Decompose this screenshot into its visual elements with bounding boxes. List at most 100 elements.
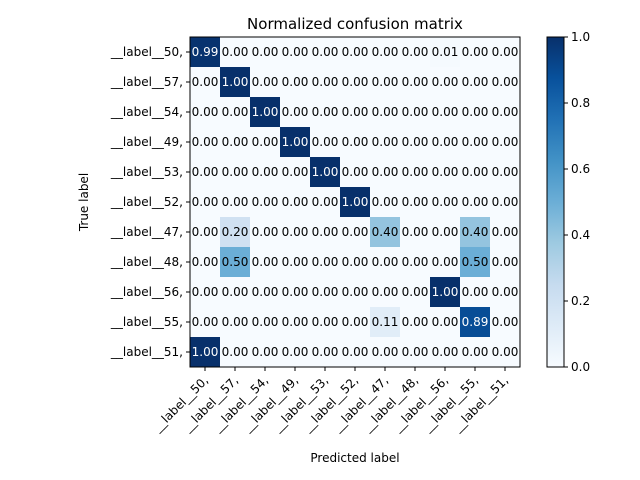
cell-value-label: 0.00 bbox=[492, 105, 519, 119]
cell-value-label: 0.00 bbox=[462, 105, 489, 119]
heatmap-cell bbox=[490, 127, 521, 158]
cell-value-label: 0.00 bbox=[192, 75, 219, 89]
heatmap-cell bbox=[430, 67, 461, 98]
heatmap-cell bbox=[220, 67, 251, 98]
heatmap-cell bbox=[280, 307, 311, 338]
y-tick-label: __label__47, bbox=[110, 225, 183, 239]
cell-value-label: 0.00 bbox=[372, 285, 399, 299]
cell-value-label: 0.00 bbox=[192, 135, 219, 149]
cell-value-label: 0.00 bbox=[432, 345, 459, 359]
cell-value-label: 0.00 bbox=[282, 225, 309, 239]
cell-value-label: 0.00 bbox=[222, 105, 249, 119]
heatmap-cell bbox=[430, 37, 461, 68]
cell-value-label: 0.01 bbox=[432, 45, 459, 59]
cell-value-label: 0.00 bbox=[282, 165, 309, 179]
cell-value-label: 0.00 bbox=[282, 75, 309, 89]
cell-value-label: 0.89 bbox=[462, 315, 489, 329]
cell-value-label: 0.00 bbox=[282, 345, 309, 359]
heatmap-cell bbox=[430, 127, 461, 158]
heatmap-cell bbox=[250, 97, 281, 128]
cell-value-label: 0.00 bbox=[342, 225, 369, 239]
heatmap-cell bbox=[490, 97, 521, 128]
heatmap-cell bbox=[310, 337, 341, 368]
cell-value-label: 0.00 bbox=[432, 195, 459, 209]
heatmap-cell bbox=[340, 337, 371, 368]
heatmap-cell bbox=[220, 127, 251, 158]
cell-value-label: 0.00 bbox=[432, 165, 459, 179]
heatmap-cell bbox=[250, 127, 281, 158]
cell-value-label: 0.00 bbox=[372, 345, 399, 359]
heatmap-cell bbox=[340, 97, 371, 128]
cell-value-label: 0.00 bbox=[492, 255, 519, 269]
cell-value-label: 0.00 bbox=[312, 315, 339, 329]
heatmap-cell bbox=[310, 277, 341, 308]
heatmap-cell bbox=[460, 187, 491, 218]
heatmap-cell bbox=[220, 217, 251, 248]
cell-value-label: 0.00 bbox=[282, 105, 309, 119]
heatmap-cell bbox=[340, 67, 371, 98]
cell-value-label: 0.00 bbox=[192, 195, 219, 209]
cell-value-label: 0.00 bbox=[252, 255, 279, 269]
heatmap-cell bbox=[370, 37, 401, 68]
cell-value-label: 0.00 bbox=[342, 345, 369, 359]
colorbar-tick-label: 0.2 bbox=[571, 294, 590, 308]
heatmap-cell bbox=[280, 127, 311, 158]
cell-value-label: 1.00 bbox=[342, 195, 369, 209]
cell-value-label: 0.00 bbox=[492, 195, 519, 209]
heatmap-cell bbox=[310, 127, 341, 158]
heatmap-cell bbox=[400, 127, 431, 158]
cell-value-label: 0.00 bbox=[432, 135, 459, 149]
cell-value-label: 1.00 bbox=[432, 285, 459, 299]
heatmap-cell bbox=[250, 217, 281, 248]
cell-value-label: 0.00 bbox=[312, 255, 339, 269]
cell-value-label: 0.00 bbox=[462, 165, 489, 179]
heatmap-cell bbox=[370, 247, 401, 278]
cell-value-label: 0.00 bbox=[342, 45, 369, 59]
heatmap-cell bbox=[430, 247, 461, 278]
heatmap-cell bbox=[280, 37, 311, 68]
cell-value-label: 0.00 bbox=[402, 345, 429, 359]
cell-value-label: 0.00 bbox=[342, 135, 369, 149]
heatmap-cell bbox=[490, 277, 521, 308]
y-tick-label: __label__52, bbox=[110, 195, 183, 209]
colorbar-tick-label: 0.4 bbox=[571, 228, 590, 242]
heatmap-cell bbox=[490, 217, 521, 248]
cell-value-label: 0.00 bbox=[312, 135, 339, 149]
heatmap-cell bbox=[340, 307, 371, 338]
cell-value-label: 0.00 bbox=[252, 75, 279, 89]
cell-value-label: 0.00 bbox=[342, 315, 369, 329]
cell-value-label: 0.40 bbox=[372, 225, 399, 239]
y-tick-label: __label__55, bbox=[110, 315, 183, 329]
heatmap-cell bbox=[280, 217, 311, 248]
heatmap-cell bbox=[460, 97, 491, 128]
heatmap-cell bbox=[370, 67, 401, 98]
heatmap-cell bbox=[190, 217, 221, 248]
cell-value-label: 0.99 bbox=[192, 45, 219, 59]
cell-value-label: 0.00 bbox=[312, 195, 339, 209]
heatmap-cell bbox=[250, 307, 281, 338]
x-axis-label: Predicted label bbox=[310, 451, 399, 465]
cell-value-label: 0.00 bbox=[372, 45, 399, 59]
heatmap-cell bbox=[220, 37, 251, 68]
heatmap-cell bbox=[220, 187, 251, 218]
cell-value-label: 0.00 bbox=[492, 285, 519, 299]
heatmap-cell bbox=[490, 67, 521, 98]
heatmap-cell bbox=[220, 307, 251, 338]
cell-value-label: 0.00 bbox=[432, 225, 459, 239]
heatmap-cell bbox=[490, 157, 521, 188]
cell-value-label: 0.00 bbox=[492, 315, 519, 329]
cell-value-label: 0.50 bbox=[462, 255, 489, 269]
cell-value-label: 0.00 bbox=[312, 45, 339, 59]
cell-value-label: 0.00 bbox=[252, 315, 279, 329]
chart-title: Normalized confusion matrix bbox=[247, 15, 463, 33]
heatmap-cell bbox=[340, 277, 371, 308]
cell-value-label: 0.00 bbox=[402, 45, 429, 59]
cell-value-label: 0.00 bbox=[432, 315, 459, 329]
heatmap-cell bbox=[190, 247, 221, 278]
x-axis-ticks: __label__50,__label__57,__label__54,__la… bbox=[150, 367, 511, 435]
heatmap-cell bbox=[460, 67, 491, 98]
heatmap-cell bbox=[400, 157, 431, 188]
cell-value-label: 0.00 bbox=[402, 135, 429, 149]
cell-value-label: 0.00 bbox=[222, 165, 249, 179]
heatmap-cell bbox=[310, 187, 341, 218]
